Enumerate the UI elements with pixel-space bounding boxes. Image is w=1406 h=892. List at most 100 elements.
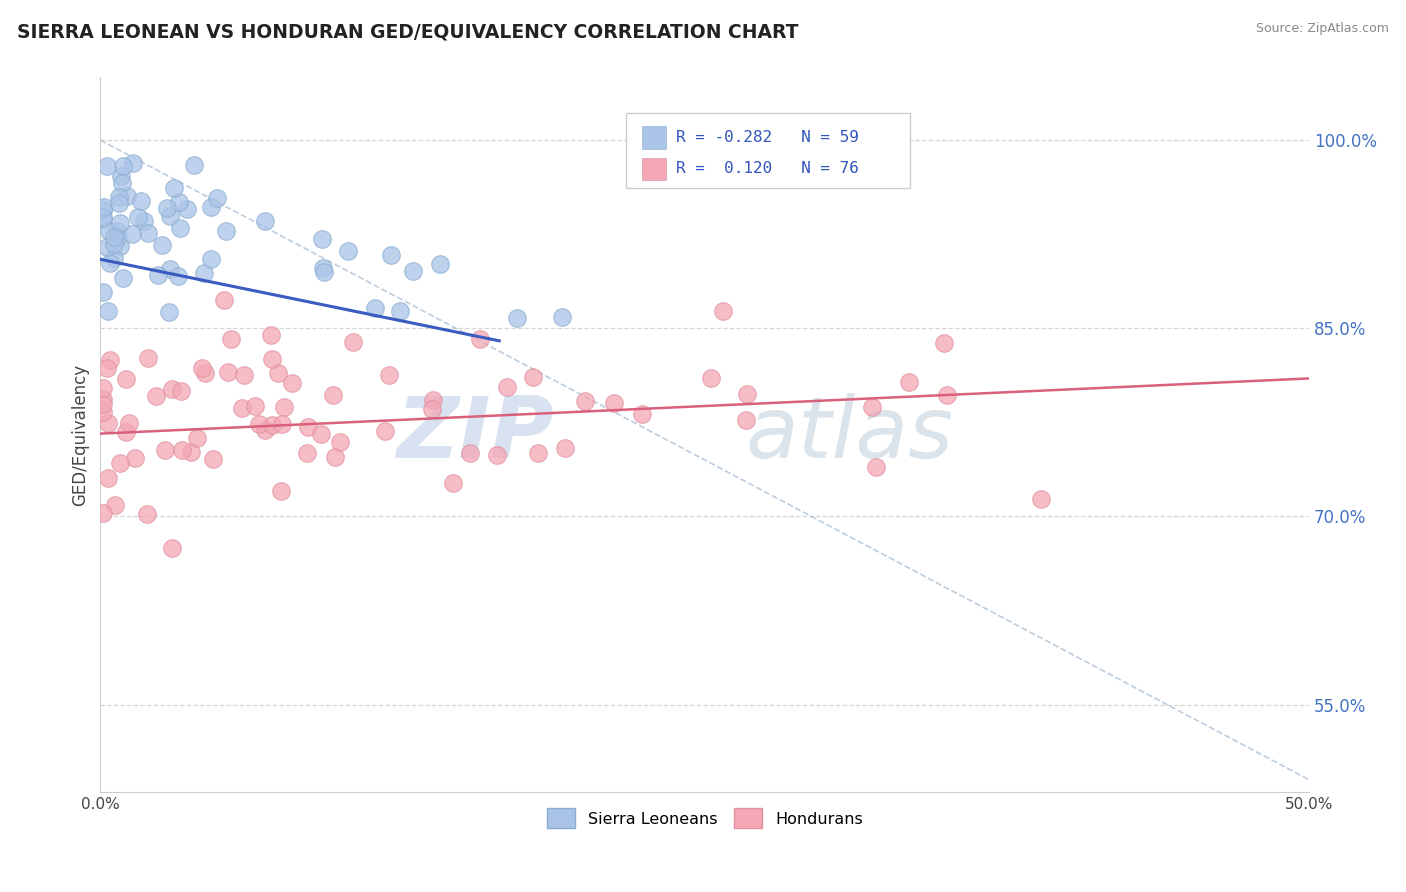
- Point: [186, 431, 208, 445]
- Point: [114, 425, 136, 439]
- Point: [496, 380, 519, 394]
- Point: [374, 424, 396, 438]
- Point: [98, 256, 121, 270]
- Point: [91, 405, 114, 419]
- Point: [183, 158, 205, 172]
- Point: [160, 383, 183, 397]
- Point: [103, 251, 125, 265]
- Point: [91, 392, 114, 407]
- Point: [96, 240, 118, 254]
- Point: [157, 305, 180, 319]
- Point: [700, 371, 723, 385]
- Point: [214, 293, 236, 308]
- Point: [169, 220, 191, 235]
- Point: [215, 224, 238, 238]
- Point: [134, 214, 156, 228]
- Point: [243, 400, 266, 414]
- Point: [136, 226, 159, 240]
- Point: [551, 310, 574, 325]
- Point: [231, 401, 253, 415]
- Point: [217, 365, 239, 379]
- Text: R = -0.282   N = 59: R = -0.282 N = 59: [676, 130, 859, 145]
- Point: [200, 252, 222, 266]
- Point: [329, 435, 352, 450]
- Point: [420, 402, 443, 417]
- Point: [176, 202, 198, 216]
- Point: [167, 194, 190, 209]
- Point: [378, 368, 401, 382]
- Point: [98, 353, 121, 368]
- Point: [108, 195, 131, 210]
- Point: [527, 446, 550, 460]
- Point: [124, 450, 146, 465]
- Legend: Sierra Leoneans, Hondurans: Sierra Leoneans, Hondurans: [540, 802, 869, 834]
- Text: atlas: atlas: [745, 393, 953, 476]
- Point: [522, 369, 544, 384]
- Point: [115, 371, 138, 385]
- Point: [865, 460, 887, 475]
- Point: [860, 401, 883, 415]
- Point: [160, 541, 183, 556]
- Point: [270, 417, 292, 431]
- Point: [422, 392, 444, 407]
- Point: [96, 159, 118, 173]
- Point: [363, 301, 385, 315]
- Point: [136, 351, 159, 366]
- Point: [253, 214, 276, 228]
- Point: [159, 261, 181, 276]
- Point: [170, 443, 193, 458]
- Point: [115, 189, 138, 203]
- Text: Source: ZipAtlas.com: Source: ZipAtlas.com: [1256, 22, 1389, 36]
- Point: [91, 382, 114, 396]
- Point: [273, 400, 295, 414]
- Point: [602, 395, 624, 409]
- Point: [127, 210, 149, 224]
- Point: [122, 155, 145, 169]
- Point: [260, 328, 283, 343]
- Point: [194, 366, 217, 380]
- Point: [232, 368, 254, 382]
- Point: [295, 446, 318, 460]
- Point: [389, 304, 412, 318]
- Text: R =  0.120   N = 76: R = 0.120 N = 76: [676, 161, 859, 177]
- Point: [91, 397, 114, 411]
- Y-axis label: GED/Equivalency: GED/Equivalency: [72, 364, 89, 506]
- Point: [402, 264, 425, 278]
- Point: [91, 211, 114, 225]
- Point: [96, 361, 118, 376]
- Point: [93, 200, 115, 214]
- Point: [136, 507, 159, 521]
- Point: [97, 304, 120, 318]
- Point: [932, 335, 955, 350]
- Point: [380, 248, 402, 262]
- Point: [247, 417, 270, 431]
- Point: [506, 311, 529, 326]
- FancyBboxPatch shape: [626, 113, 910, 188]
- Point: [152, 237, 174, 252]
- Point: [711, 304, 734, 318]
- Point: [104, 498, 127, 512]
- Point: [103, 230, 125, 244]
- Point: [107, 189, 129, 203]
- Point: [936, 388, 959, 402]
- Point: [200, 200, 222, 214]
- Point: [486, 449, 509, 463]
- Point: [111, 271, 134, 285]
- Point: [737, 387, 759, 401]
- Point: [191, 361, 214, 376]
- Point: [458, 446, 481, 460]
- Point: [297, 420, 319, 434]
- Point: [91, 212, 114, 227]
- Point: [193, 266, 215, 280]
- Point: [470, 332, 492, 346]
- Point: [219, 332, 242, 346]
- Point: [129, 194, 152, 209]
- Point: [262, 418, 284, 433]
- Point: [108, 216, 131, 230]
- Point: [117, 416, 139, 430]
- Point: [159, 209, 181, 223]
- Point: [112, 159, 135, 173]
- Point: [121, 227, 143, 242]
- Point: [110, 169, 132, 183]
- FancyBboxPatch shape: [643, 126, 666, 149]
